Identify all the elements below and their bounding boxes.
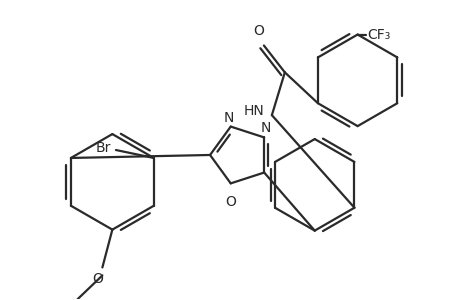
Text: CF₃: CF₃ <box>367 28 390 41</box>
Text: N: N <box>260 122 271 135</box>
Text: O: O <box>253 23 264 38</box>
Text: N: N <box>223 111 234 124</box>
Text: Br: Br <box>95 141 111 155</box>
Text: HN: HN <box>243 104 263 118</box>
Text: O: O <box>92 272 103 286</box>
Text: O: O <box>225 195 235 209</box>
